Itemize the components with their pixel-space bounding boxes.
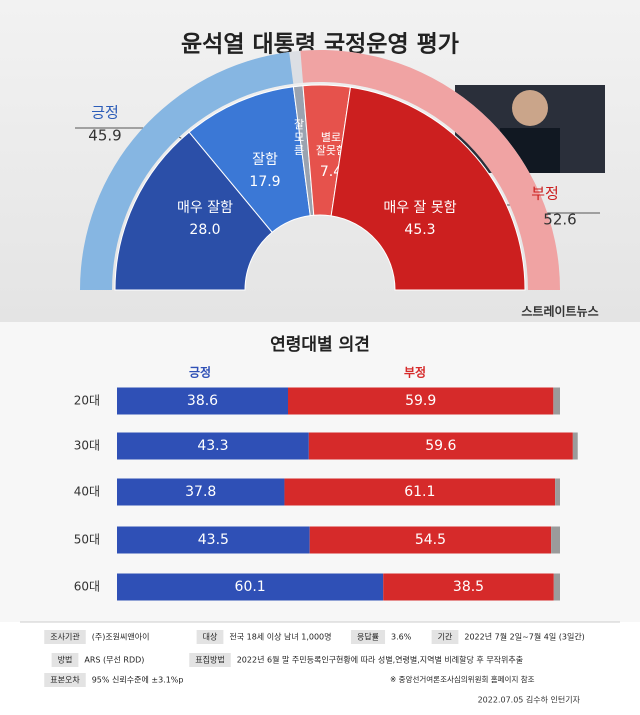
bar-segment xyxy=(553,387,560,415)
bar-segment xyxy=(308,432,573,460)
segment-label: 별로 잘못함 xyxy=(316,131,346,157)
y-tick-label: 40대 xyxy=(74,485,100,499)
bottom-panel xyxy=(0,322,640,622)
legend-label: 긍정 xyxy=(189,365,211,380)
bar-value: 43.3 xyxy=(197,438,228,454)
outer-arc xyxy=(80,51,294,290)
footer-value: 3.6% xyxy=(391,633,412,642)
bar-value: 59.6 xyxy=(425,438,456,454)
footer-value: 전국 18세 이상 남녀 1,000명 xyxy=(229,632,331,642)
footer-label: 표본오차 xyxy=(50,676,80,685)
segment-label: 매우 잘 못함 xyxy=(383,200,456,216)
footer-label-box xyxy=(44,630,86,644)
outer-value: 52.6 xyxy=(543,211,576,229)
donut-segment xyxy=(330,86,526,291)
outer-label: 긍정 xyxy=(91,104,119,122)
bar-value: 37.8 xyxy=(185,484,216,500)
segment-label: 매우 잘함 xyxy=(177,200,233,216)
bar-value: 59.9 xyxy=(405,393,436,409)
bar-segment xyxy=(553,573,560,601)
footer-note: ※ 중앙선거여론조사심의위원회 홈페이지 참조 xyxy=(390,674,535,684)
bar-value: 60.1 xyxy=(235,579,266,595)
footer-label-box xyxy=(44,673,86,687)
y-tick-label: 20대 xyxy=(74,394,100,408)
outer-label: 부정 xyxy=(531,185,559,203)
footer-value: 2022년 7월 2일~7월 4일 (3일간) xyxy=(464,632,584,642)
photo-figure xyxy=(512,90,548,126)
footer-label-box xyxy=(350,630,386,644)
y-tick-label: 30대 xyxy=(74,439,100,453)
footer-value: ARS (무선 RDD) xyxy=(84,656,144,665)
footer-label: 조사기관 xyxy=(50,632,80,642)
footer-label-box xyxy=(196,630,224,644)
segment-value: 17.9 xyxy=(249,174,280,190)
bar-value: 38.5 xyxy=(453,579,484,595)
y-tick-label: 50대 xyxy=(74,533,100,547)
legend-label: 부정 xyxy=(404,365,426,380)
bar-segment xyxy=(117,573,384,601)
footer-value: 2022년 6월 말 주민등록인구현황에 따라 성별,연령별,지역별 비례할당 … xyxy=(237,655,523,665)
footer-label-box xyxy=(431,630,459,644)
bar-segment xyxy=(117,432,309,460)
outer-value: 45.9 xyxy=(88,127,121,145)
bar-segment xyxy=(309,526,552,554)
footer-value: 95% 신뢰수준에 ±3.1%p xyxy=(92,676,184,685)
bar-segment xyxy=(117,526,310,554)
bar-value: 38.6 xyxy=(187,393,218,409)
footer-label: 표집방법 xyxy=(195,655,224,665)
source-logo: 스트레이트뉴스 xyxy=(521,304,598,319)
segment-value: 45.3 xyxy=(404,222,435,238)
bar-segment xyxy=(117,387,288,415)
bar-segment xyxy=(284,478,556,506)
footer-credit: 2022.07.05 김수하 인턴기자 xyxy=(478,695,581,705)
bar-segment xyxy=(551,526,560,554)
footer-label-box xyxy=(51,653,79,667)
bar-segment xyxy=(117,478,285,506)
bar-segment xyxy=(555,478,560,506)
bar-value: 54.5 xyxy=(415,532,446,548)
bar-segment xyxy=(572,432,578,460)
chart-title: 연령대별 의견 xyxy=(270,334,370,355)
bar-value: 43.5 xyxy=(198,532,229,548)
bar-segment xyxy=(287,387,554,415)
bar-value: 61.1 xyxy=(404,484,435,500)
segment-value: 28.0 xyxy=(189,222,220,238)
footer-label-box xyxy=(189,653,231,667)
footer-label: 기간 xyxy=(438,632,453,642)
outer-arc xyxy=(300,50,561,291)
footer-value: (주)조원씨앤아이 xyxy=(92,632,150,642)
donut-segment xyxy=(114,131,273,291)
y-tick-label: 60대 xyxy=(74,580,100,594)
footer-label: 응답률 xyxy=(357,632,379,642)
footer-label: 방법 xyxy=(58,655,73,665)
footer-label: 대상 xyxy=(203,632,218,642)
segment-label: 잘함 xyxy=(252,152,278,168)
bar-segment xyxy=(383,573,554,601)
